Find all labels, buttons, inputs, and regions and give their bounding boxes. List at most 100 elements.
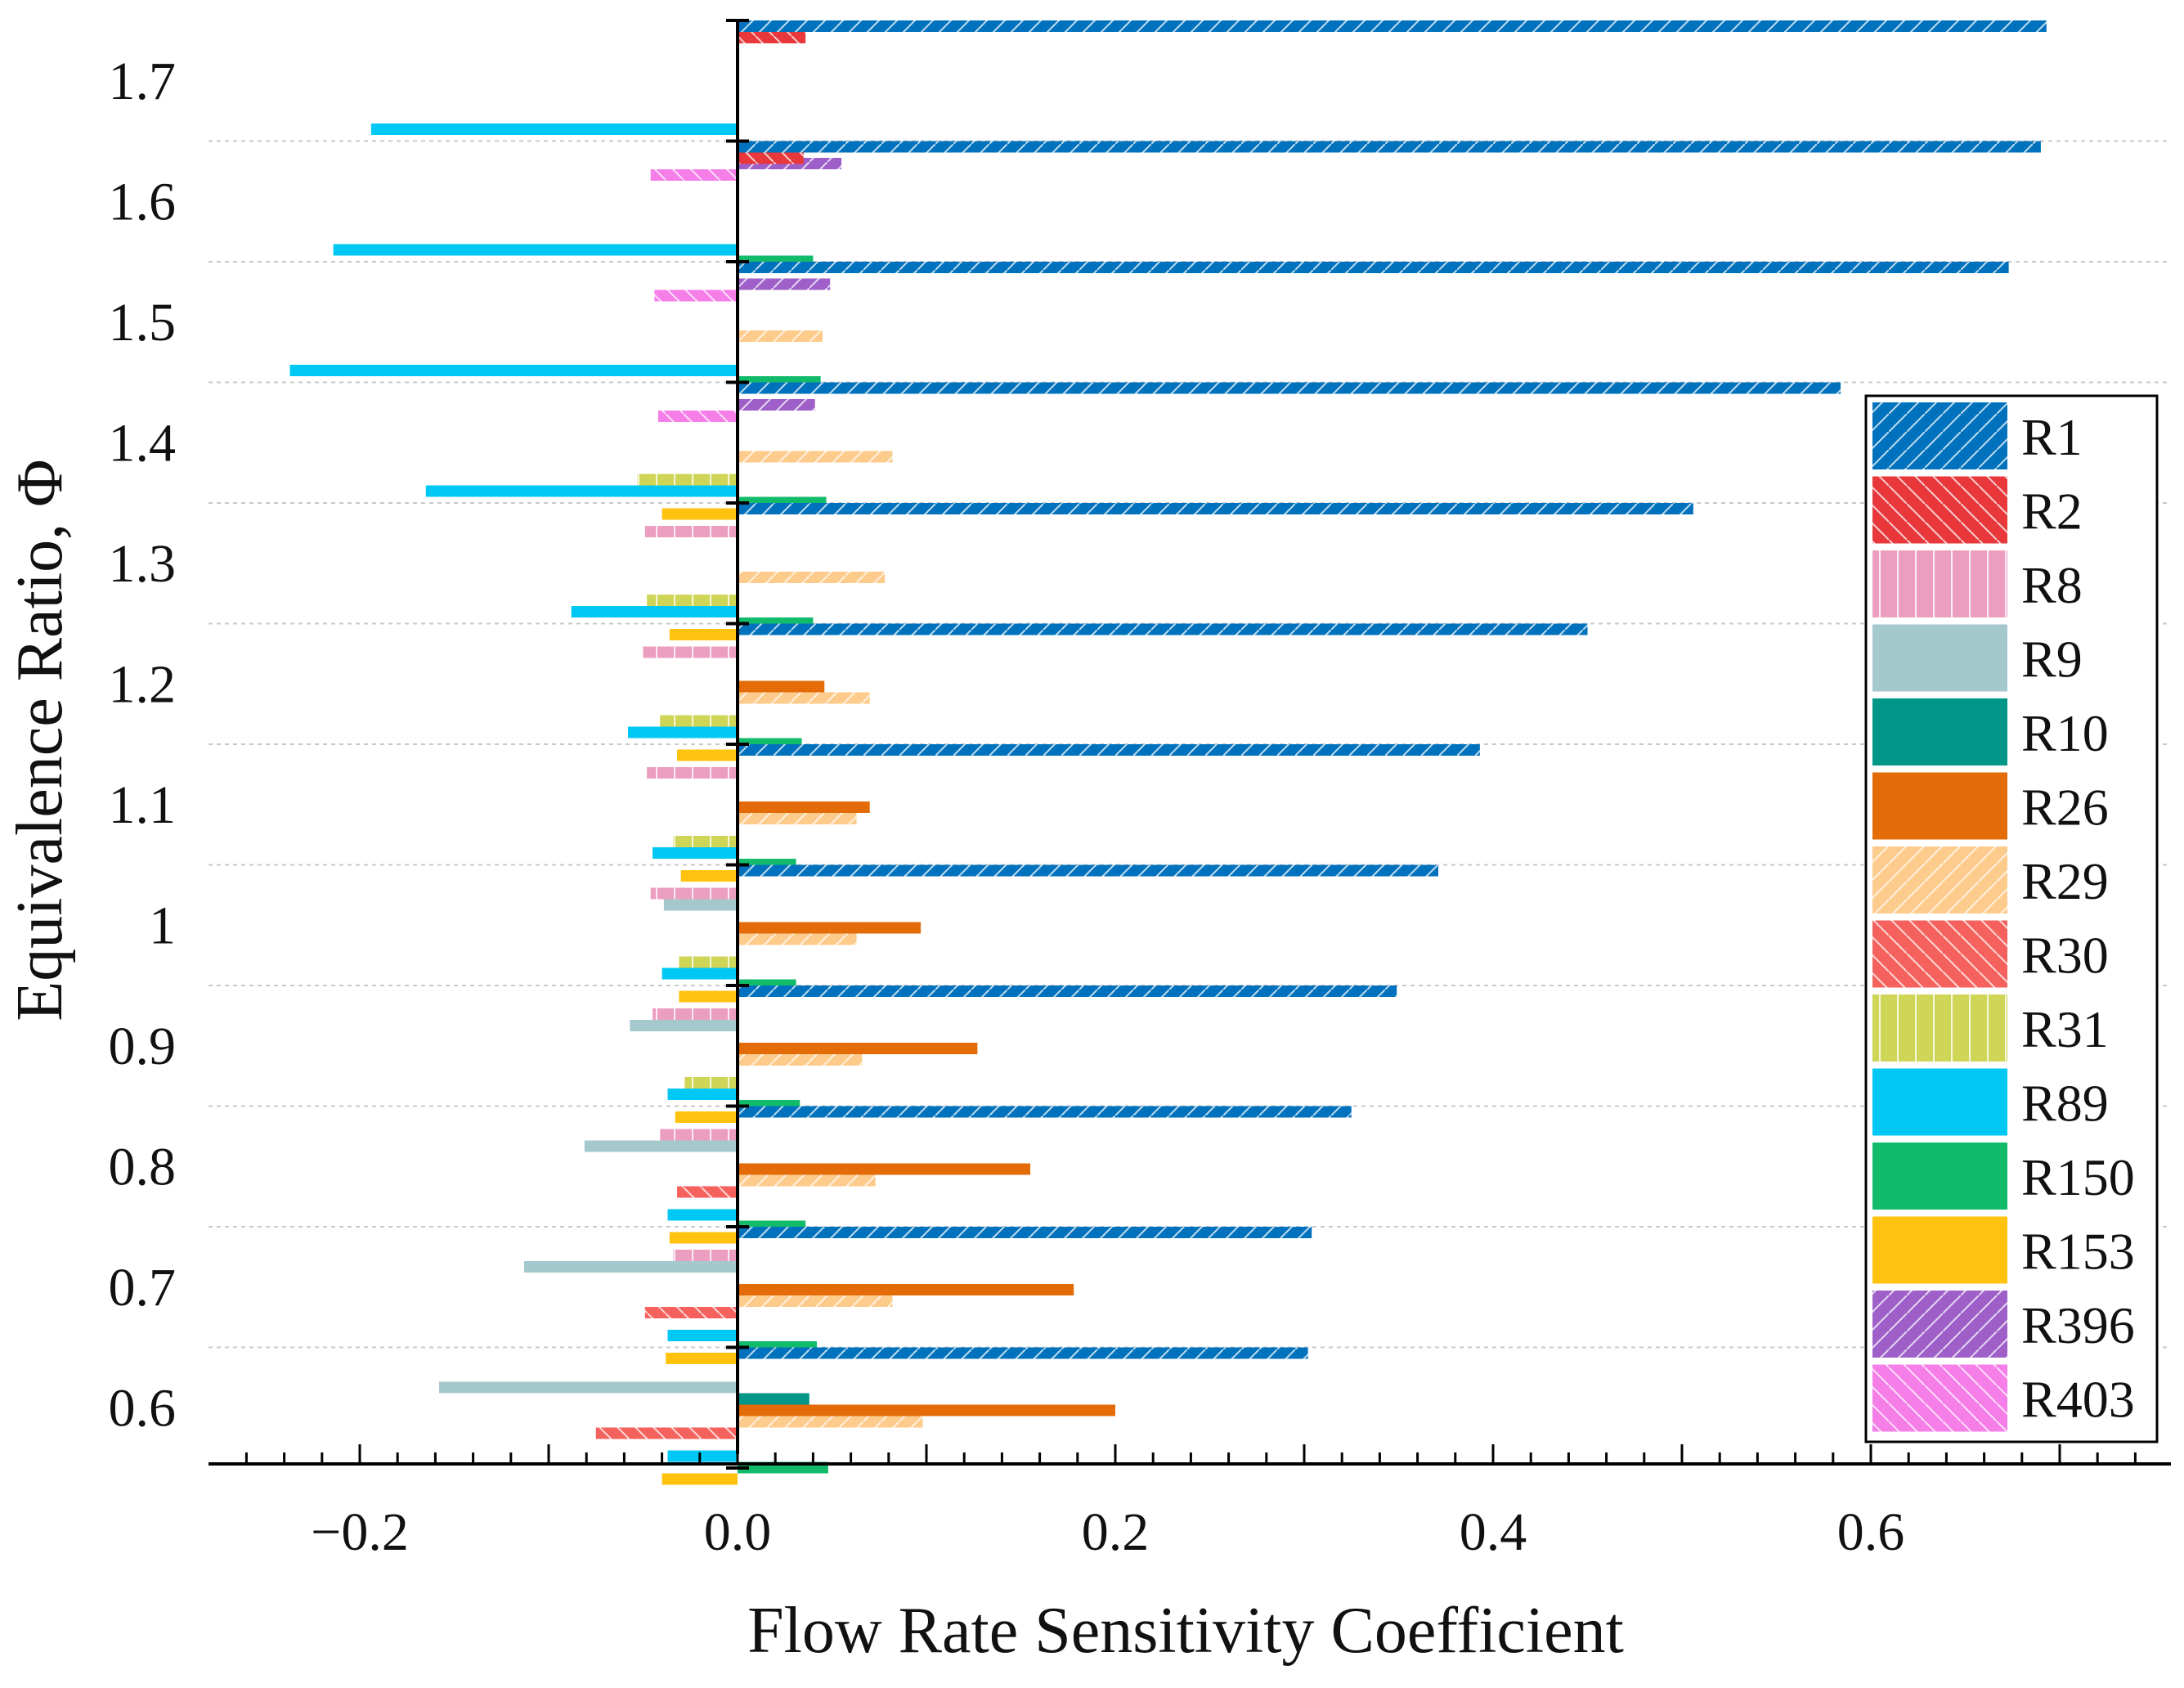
- bar-hatch: [738, 141, 2041, 153]
- y-axis-title: Equivalence Ratio, Φ: [4, 459, 76, 1021]
- bar-hatch: [647, 767, 738, 779]
- x-tick-label: −0.2: [311, 1502, 409, 1562]
- bar-r153-phi-1.4: [661, 508, 738, 520]
- bar-hatch: [684, 1077, 738, 1089]
- bar-r153-phi-1.1: [680, 870, 738, 882]
- bar-hatch: [644, 1307, 738, 1318]
- legend-swatch: [1872, 1068, 2007, 1136]
- y-tick-label: 0.7: [109, 1258, 177, 1318]
- bar-hatch: [738, 262, 2009, 273]
- legend-swatch: [1872, 698, 2007, 765]
- bar-r9-phi-0.9: [630, 1020, 738, 1031]
- bar-r26-phi-1.1: [738, 801, 870, 813]
- bar-r1-phi-0.7: [738, 1227, 1312, 1238]
- bar-r403-phi-1.7: [650, 169, 738, 181]
- legend-item-r31: R31: [1872, 994, 2109, 1062]
- bar-hatch: [738, 503, 1693, 514]
- bar-r153-phi-0.6: [661, 1473, 738, 1485]
- bar-r29-phi-1.1: [738, 813, 857, 824]
- bar-r89-phi-1: [661, 967, 738, 980]
- bar-hatch: [738, 572, 886, 583]
- bar-r30-phi-0.7: [644, 1307, 738, 1318]
- bar-fill: [738, 922, 922, 934]
- bar-r31-phi-1: [679, 956, 738, 968]
- bar-r29-phi-1.2: [738, 692, 870, 704]
- bar-fill: [679, 990, 738, 1003]
- legend-swatch-hatch: [1872, 476, 2007, 544]
- bar-fill: [630, 1020, 738, 1031]
- bar-hatch: [738, 744, 1480, 756]
- bar-r89-phi-0.9: [667, 1089, 738, 1100]
- bar-hatch: [677, 1186, 738, 1198]
- bar-r31-phi-1.4: [637, 474, 738, 486]
- legend-label: R9: [2021, 631, 2083, 689]
- bar-hatch: [738, 1054, 863, 1066]
- legend-label: R31: [2021, 1000, 2109, 1058]
- bar-r1-phi-0.6: [738, 1347, 1308, 1359]
- legend-label: R396: [2021, 1296, 2135, 1354]
- legend-item-r150: R150: [1872, 1143, 2135, 1210]
- bar-r30-phi-0.8: [677, 1186, 738, 1198]
- legend-item-r396: R396: [1872, 1291, 2135, 1358]
- bar-r2-phi-1.6: [738, 152, 804, 164]
- bar-hatch: [738, 32, 806, 43]
- bar-fill: [738, 1393, 809, 1405]
- bar-hatch: [738, 623, 1588, 635]
- legend-label: R8: [2021, 556, 2083, 614]
- bar-hatch: [738, 864, 1439, 877]
- bar-r89-phi-1.5: [289, 365, 738, 376]
- bar-fill: [571, 606, 738, 617]
- axes-layer: 1.7 1.6 1.5 1.4 1.3 1.2 1.1 1 0.9 0.8 0.7 0.6 −0.2 0.…: [109, 19, 2171, 1562]
- bar-fill: [289, 365, 738, 376]
- legend-swatch-hatch: [1872, 1364, 2007, 1432]
- legend-label: R10: [2021, 704, 2109, 762]
- bar-r396-phi-1.5: [738, 399, 815, 411]
- bar-fill: [669, 1232, 738, 1244]
- bar-hatch: [738, 152, 804, 164]
- legend-label: R403: [2021, 1371, 2135, 1429]
- bar-hatch: [660, 1129, 738, 1141]
- bar-r8-phi-0.7: [673, 1250, 738, 1261]
- bar-r10-phi-0.6: [738, 1393, 809, 1405]
- bar-r30-phi-0.6: [595, 1427, 738, 1439]
- bar-hatch: [643, 646, 738, 658]
- legend-item-r403: R403: [1872, 1364, 2135, 1432]
- legend-swatch-hatch: [1872, 920, 2007, 988]
- bar-r403-phi-1.5: [657, 411, 738, 422]
- legend-item-r8: R8: [1872, 550, 2083, 617]
- bar-fill: [333, 244, 738, 256]
- bar-r153-phi-0.8: [669, 1232, 738, 1244]
- bar-r31-phi-1.3: [647, 595, 738, 606]
- bar-r403-phi-1.6: [654, 290, 738, 302]
- bar-r8-phi-1: [650, 887, 738, 900]
- bar-fill: [439, 1381, 738, 1394]
- bar-r396-phi-1.6: [738, 278, 831, 290]
- y-tick-label: 1.5: [109, 293, 177, 352]
- y-tick-label: 0.6: [109, 1378, 177, 1438]
- legend-swatch: [1872, 1143, 2007, 1210]
- legend-item-r9: R9: [1872, 624, 2083, 692]
- bar-r89-phi-1.3: [571, 606, 738, 617]
- bar-fill: [680, 870, 738, 882]
- legend-item-r153: R153: [1872, 1216, 2135, 1284]
- x-tick-label: 0.2: [1082, 1502, 1150, 1562]
- y-tick-label: 1: [149, 896, 176, 955]
- bar-hatch: [673, 836, 738, 847]
- x-tick-label: 0.6: [1837, 1502, 1905, 1562]
- bar-hatch: [738, 985, 1397, 997]
- x-tick-label: 0.0: [704, 1502, 772, 1562]
- bar-r9-phi-1: [663, 899, 738, 911]
- bar-r1-phi-0.8: [738, 1106, 1352, 1118]
- bar-hatch: [637, 474, 738, 486]
- bar-r29-phi-0.9: [738, 1054, 863, 1066]
- y-tick-label: 0.8: [109, 1137, 177, 1196]
- bar-hatch: [738, 1227, 1312, 1238]
- bar-fill: [628, 726, 738, 738]
- bar-fill: [738, 1163, 1031, 1175]
- bar-r153-phi-0.7: [666, 1353, 738, 1364]
- bar-fill: [661, 1473, 738, 1485]
- legend-item-r2: R2: [1872, 476, 2083, 544]
- bar-fill: [663, 899, 738, 911]
- bar-r89-phi-0.6: [667, 1450, 738, 1462]
